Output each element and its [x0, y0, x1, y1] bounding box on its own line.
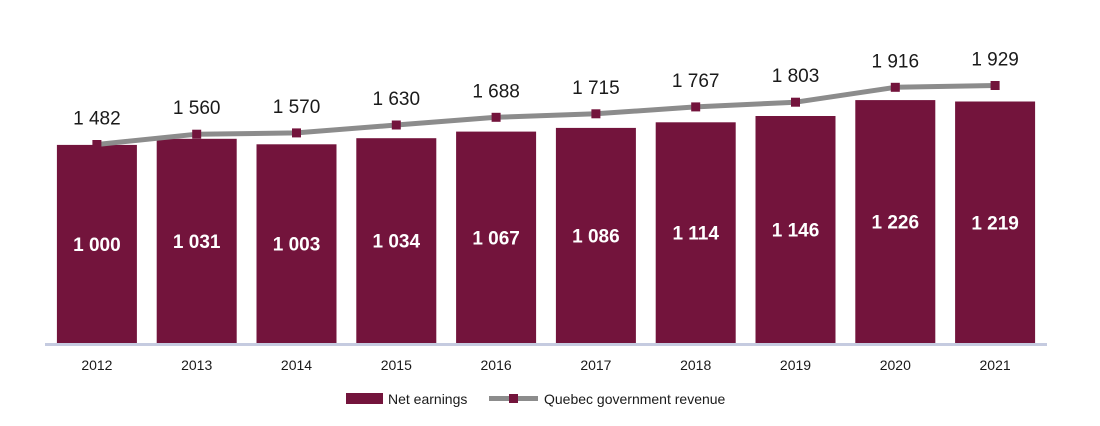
- line-point-2017: [591, 109, 601, 119]
- bar-2016: [456, 131, 537, 343]
- line-point-2020: [890, 82, 900, 92]
- x-tick-label-2015: 2015: [381, 357, 412, 373]
- bar-2017: [555, 127, 636, 344]
- bar-value-label-2021: 1 219: [971, 213, 1019, 234]
- bar-2021: [955, 101, 1036, 343]
- line-value-label-2017: 1 715: [572, 78, 620, 99]
- line-value-label-2014: 1 570: [273, 97, 321, 118]
- line-value-label-2012: 1 482: [73, 109, 121, 130]
- x-tick-label-2014: 2014: [281, 357, 312, 373]
- legend-label-net-earnings: Net earnings: [388, 391, 467, 407]
- bar-2014: [256, 144, 337, 343]
- line-value-label-2013: 1 560: [173, 98, 221, 119]
- x-tick-label-2017: 2017: [580, 357, 611, 373]
- bar-value-label-2017: 1 086: [572, 226, 620, 247]
- x-tick-label-2016: 2016: [481, 357, 512, 373]
- bar-value-label-2014: 1 003: [273, 235, 321, 256]
- bar-series-net-earnings: 1 000 1 031 1 003 1 034 1 067 1 086 1 114 1 146…: [56, 100, 1036, 344]
- x-tick-label-2018: 2018: [680, 357, 711, 373]
- line-point-2015: [391, 120, 401, 130]
- bar-2013: [156, 138, 237, 343]
- bar-value-label-2013: 1 031: [173, 232, 221, 253]
- x-tick-label-2019: 2019: [780, 357, 811, 373]
- line-point-2012: [92, 140, 102, 149]
- line-value-label-2019: 1 803: [772, 66, 820, 87]
- line-point-2016: [491, 112, 501, 122]
- bar-value-label-2012: 1 000: [73, 235, 121, 256]
- line-value-label-2018: 1 767: [672, 71, 720, 92]
- bar-2015: [356, 138, 437, 343]
- line-point-2018: [691, 102, 701, 112]
- line-series-quebec-government-revenue: 1 482 1 560 1 570 1 630 1 688 1 715 1 767 1 803…: [73, 50, 1019, 149]
- line-point-2019: [791, 97, 800, 107]
- x-tick-label-2020: 2020: [880, 357, 911, 373]
- line-value-label-2016: 1 688: [472, 81, 520, 102]
- legend-label-quebec-government-revenue: Quebec government revenue: [544, 391, 726, 407]
- bar-2020: [855, 100, 936, 343]
- line-point-2013: [192, 129, 202, 139]
- x-tick-label-2013: 2013: [181, 357, 212, 373]
- bar-2019: [755, 116, 836, 343]
- bar-2018: [655, 122, 736, 343]
- bar-2012: [56, 144, 137, 343]
- line-value-label-2020: 1 916: [872, 51, 920, 72]
- legend-swatch-net-earnings: [346, 393, 383, 404]
- x-axis-ticks: 2012 2013 2014 2015 2016 2017 2018 2019 2020 2021: [81, 357, 1011, 373]
- line-point-2021: [990, 81, 1000, 90]
- bar-value-label-2019: 1 146: [772, 221, 820, 242]
- bar-value-label-2016: 1 067: [472, 228, 520, 249]
- bar-value-label-2015: 1 034: [373, 232, 421, 253]
- legend-swatch-marker-quebec-government-revenue: [509, 394, 518, 403]
- bar-value-label-2018: 1 114: [672, 224, 719, 245]
- bar-value-label-2020: 1 226: [872, 213, 920, 234]
- line-value-label-2015: 1 630: [373, 89, 421, 110]
- x-tick-label-2021: 2021: [980, 357, 1011, 373]
- line-point-2014: [292, 128, 301, 138]
- legend: Net earnings Quebec government revenue: [346, 391, 726, 407]
- line-value-label-2021: 1 929: [971, 50, 1019, 71]
- line-quebec-government-revenue: [96, 83, 996, 147]
- x-tick-label-2012: 2012: [81, 357, 112, 373]
